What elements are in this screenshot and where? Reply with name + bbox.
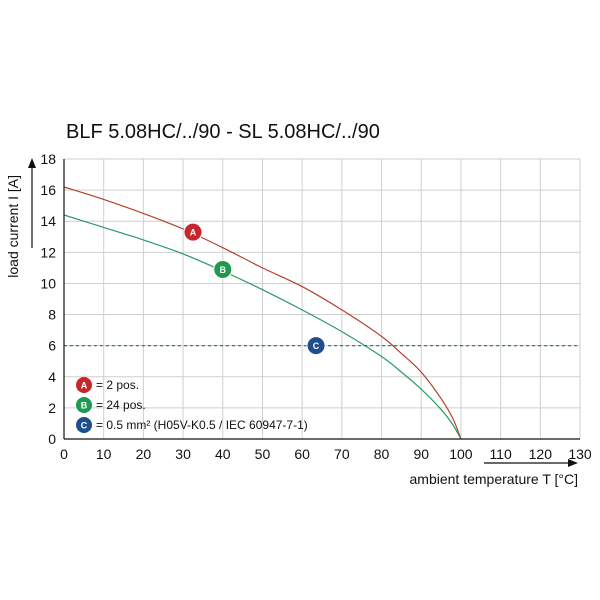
legend-badge-label: C (81, 420, 88, 430)
legend: A = 2 pos. B = 24 pos. C = 0.5 mm² (H05V-K0.5… (76, 377, 308, 433)
legend-badge-label: A (81, 380, 88, 390)
series-markers: A B C (183, 222, 326, 356)
marker-badge (213, 259, 233, 279)
grid (63, 158, 581, 440)
series-line-a (63, 186, 462, 440)
legend-entry-text: = 2 pos. (96, 378, 139, 392)
marker-b: B (213, 259, 233, 279)
y-tick-label: 18 (40, 151, 56, 167)
marker-badge-label: B (220, 265, 227, 275)
x-tick-label: 50 (255, 446, 271, 462)
x-tick-label: 120 (529, 446, 553, 462)
x-tick-label: 30 (175, 446, 191, 462)
x-tick-label: 10 (96, 446, 112, 462)
legend-entry-text: = 24 pos. (96, 398, 146, 412)
chart-title: BLF 5.08HC/../90 - SL 5.08HC/../90 (66, 121, 380, 143)
axes (28, 158, 580, 467)
x-tick-label: 70 (334, 446, 350, 462)
y-tick-label: 14 (40, 213, 56, 229)
legend-entry-a: A = 2 pos. (76, 377, 139, 393)
x-axis-arrowhead (568, 459, 578, 467)
marker-c: C (306, 336, 326, 356)
y-tick-label: 4 (48, 369, 56, 385)
y-axis-label: load current I [A] (5, 175, 21, 278)
legend-badge (76, 397, 92, 413)
legend-badge (76, 377, 92, 393)
legend-badge (76, 417, 92, 433)
x-tick-label: 80 (374, 446, 390, 462)
legend-entry-text: = 0.5 mm² (H05V-K0.5 / IEC 60947-7-1) (96, 418, 308, 432)
legend-entry-c: C = 0.5 mm² (H05V-K0.5 / IEC 60947-7-1) (76, 417, 308, 433)
x-axis-label: ambient temperature T [°C] (410, 471, 579, 487)
y-axis-arrowhead (28, 158, 36, 168)
tick-labels: 0 10 20 30 40 50 60 70 80 90 100 110 120 130 0 2 4 6 8 10 12… (40, 151, 591, 462)
marker-a: A (183, 222, 203, 242)
marker-badge-label: A (190, 228, 197, 238)
y-tick-label: 16 (40, 182, 56, 198)
legend-entry-b: B = 24 pos. (76, 397, 146, 413)
y-tick-label: 2 (48, 400, 56, 416)
x-tick-label: 60 (294, 446, 310, 462)
series-line-b (63, 214, 462, 440)
y-tick-label: 0 (48, 431, 56, 447)
x-tick-label: 90 (413, 446, 429, 462)
x-tick-label: 20 (136, 446, 152, 462)
y-tick-label: 6 (48, 338, 56, 354)
x-tick-label: 130 (568, 446, 592, 462)
marker-badge (183, 222, 203, 242)
x-tick-label: 110 (489, 446, 512, 462)
x-tick-label: 0 (60, 446, 68, 462)
y-tick-label: 8 (48, 307, 56, 323)
y-tick-label: 10 (40, 275, 56, 291)
x-tick-label: 100 (449, 446, 473, 462)
legend-badge-label: B (81, 400, 88, 410)
x-tick-label: 40 (215, 446, 231, 462)
marker-badge-label: C (313, 341, 320, 351)
y-tick-label: 12 (40, 244, 56, 260)
marker-badge (306, 336, 326, 356)
